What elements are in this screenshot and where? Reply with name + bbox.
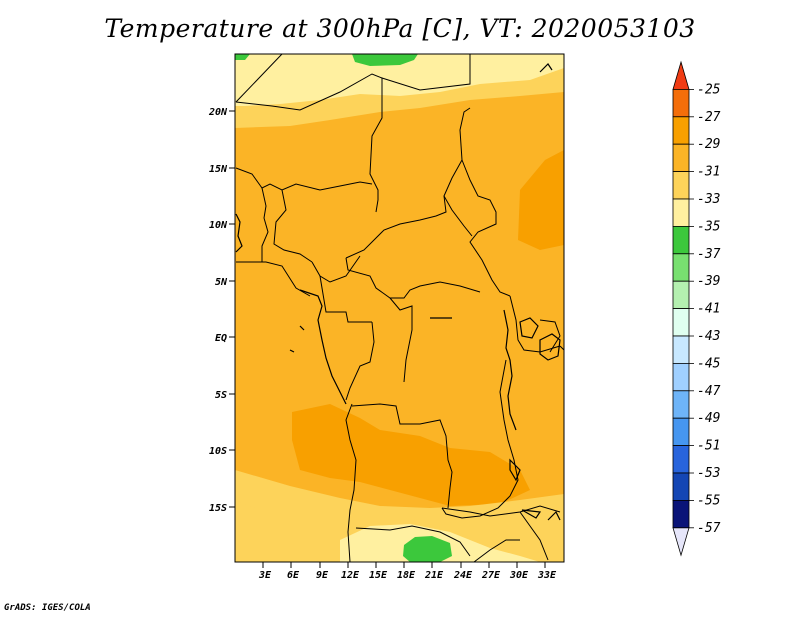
- colorbar-label: -43: [697, 329, 720, 344]
- field-top-green: [352, 54, 418, 66]
- colorbar-top-arrow: [672, 60, 690, 90]
- field-top-green-small: [235, 54, 250, 60]
- colorbar-swatch: [672, 499, 690, 529]
- lat-label-4: EQ: [215, 333, 227, 344]
- colorbar-label: -41: [697, 302, 720, 317]
- lon-label-3: 12E: [341, 570, 360, 581]
- colorbar-swatch: [672, 198, 690, 227]
- lon-axis: 3E 6E 9E 12E 15E 18E 21E 24E 27E 30E 33E: [258, 562, 557, 581]
- colorbar-swatch: [672, 362, 690, 392]
- colorbar-swatch: [672, 335, 690, 364]
- colorbar: -25 -27 -29 -31 -33 -35 -37 -39 -41 -43 -45 -47 -49 -…: [672, 60, 721, 557]
- colorbar-swatch: [672, 116, 690, 145]
- colorbar-label: -33: [697, 192, 720, 207]
- field-bottom-green: [403, 536, 452, 562]
- colorbar-swatch: [672, 390, 690, 419]
- colorbar-label: -53: [697, 466, 720, 481]
- colorbar-swatch: [672, 472, 690, 501]
- field-south-m27: [292, 404, 530, 506]
- colorbar-label: -31: [697, 165, 720, 180]
- lat-label-7: 15S: [209, 503, 227, 514]
- field-east-m27: [518, 150, 564, 250]
- colorbar-label: -49: [697, 411, 720, 426]
- colorbar-label: -29: [697, 137, 720, 152]
- lon-label-1: 6E: [287, 570, 300, 581]
- map-panel: [234, 53, 565, 563]
- lon-label-10: 33E: [537, 570, 557, 581]
- lon-label-9: 30E: [509, 570, 529, 581]
- colorbar-label: -47: [697, 384, 721, 399]
- colorbar-label: -55: [697, 493, 721, 508]
- colorbar-swatch: [672, 253, 690, 282]
- grads-credit: GrADS: IGES/COLA: [4, 603, 91, 613]
- colorbar-bottom-arrow: [672, 527, 690, 557]
- lat-label-6: 10S: [209, 446, 227, 457]
- colorbar-label: -25: [697, 82, 721, 97]
- lon-label-7: 24E: [453, 570, 473, 581]
- colorbar-swatch: [672, 89, 690, 118]
- map-frame: [234, 53, 565, 563]
- colorbar-label: -37: [697, 247, 721, 262]
- colorbar-swatch: [672, 225, 690, 255]
- field-top-m33: [235, 54, 564, 106]
- colorbar-swatch: [672, 417, 690, 447]
- colorbar-swatch: [672, 143, 690, 172]
- country-borders: [235, 53, 565, 563]
- colorbar-label: -45: [697, 356, 721, 371]
- colorbar-label: -27: [697, 110, 721, 125]
- lon-label-5: 18E: [397, 570, 416, 581]
- lat-label-2: 10N: [209, 220, 228, 231]
- lon-label-8: 27E: [481, 570, 501, 581]
- lat-axis: 20N 15N 10N 5N EQ 5S 10S 15S: [208, 107, 235, 514]
- colorbar-swatch: [672, 308, 690, 337]
- lat-label-0: 20N: [208, 107, 228, 118]
- colorbar-label: -57: [697, 521, 721, 536]
- lon-label-6: 21E: [424, 570, 444, 581]
- chart-title: Temperature at 300hPa [C], VT: 202005310…: [104, 14, 696, 43]
- colorbar-swatch: [672, 280, 690, 310]
- lon-label-0: 3E: [258, 570, 272, 581]
- colorbar-label: -39: [697, 274, 720, 289]
- colorbar-swatch: [672, 171, 690, 200]
- colorbar-swatch: [672, 445, 690, 474]
- lat-label-5: 5S: [215, 390, 227, 401]
- coastlines-lakes: [235, 63, 561, 521]
- colorbar-label: -51: [697, 439, 720, 454]
- lat-label-3: 5N: [215, 277, 228, 288]
- lat-label-1: 15N: [209, 164, 228, 175]
- lon-label-4: 15E: [369, 570, 388, 581]
- field-sw-m31: [235, 500, 330, 562]
- colorbar-label: -35: [697, 219, 721, 234]
- lon-label-2: 9E: [316, 570, 329, 581]
